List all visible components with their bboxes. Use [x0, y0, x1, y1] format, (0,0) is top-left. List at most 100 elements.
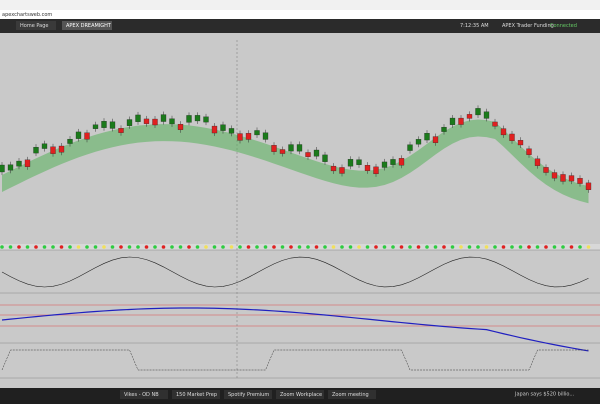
candle: [305, 152, 311, 157]
candle: [237, 133, 243, 141]
signal-dot: [161, 245, 166, 249]
signal-dot: [136, 245, 140, 249]
candle: [177, 124, 184, 130]
taskbar-button[interactable]: [328, 390, 376, 399]
signal-dot: [76, 245, 81, 249]
signal-dot: [578, 245, 582, 249]
signal-dot: [552, 245, 557, 249]
toolbar: [0, 19, 600, 33]
candle: [41, 143, 48, 149]
candle: [347, 159, 354, 167]
candle: [101, 121, 107, 128]
candle: [92, 124, 99, 129]
news: Japan says $520 billio...: [514, 392, 575, 398]
signal-dot: [178, 245, 183, 249]
signal-dot: [238, 245, 242, 249]
candle: [356, 159, 362, 165]
signal-dot: [289, 245, 293, 249]
candle: [568, 175, 575, 182]
signal-dot: [34, 245, 38, 249]
signal-dot: [204, 245, 208, 249]
candle: [67, 138, 73, 144]
candle: [194, 115, 201, 122]
taskbar-button[interactable]: [224, 390, 272, 399]
candle: [398, 158, 405, 166]
candle: [220, 124, 226, 131]
candle: [75, 131, 82, 139]
cloud: [2, 119, 589, 204]
signal-dot: [493, 245, 497, 249]
signal-dot: [255, 245, 259, 249]
signal-dot: [195, 245, 200, 249]
tab[interactable]: [16, 21, 56, 30]
candle: [339, 167, 345, 174]
candle: [254, 130, 260, 136]
signal-dot: [187, 245, 191, 249]
moving-average: [1, 307, 589, 352]
candle: [186, 115, 192, 123]
candle: [288, 144, 294, 152]
candle: [534, 158, 541, 166]
taskbar-button[interactable]: [120, 390, 168, 399]
tab-active[interactable]: [62, 21, 112, 30]
candle: [24, 159, 31, 167]
signal-dot: [391, 245, 395, 249]
signal-dot: [144, 245, 149, 249]
candle: [551, 172, 558, 179]
candle: [543, 167, 549, 173]
candle: [322, 154, 328, 162]
signal-dot: [340, 245, 344, 249]
candle: [0, 164, 5, 173]
signal-dot: [442, 245, 446, 249]
candle: [432, 136, 439, 143]
signal-dot: [263, 245, 268, 249]
candle: [364, 165, 371, 171]
candle: [7, 164, 14, 171]
signal-dot: [399, 245, 404, 249]
signal-dot: [212, 245, 217, 249]
signal-dot: [229, 245, 234, 249]
account: APEX Trader Funding: [502, 23, 554, 29]
signal-dot: [501, 245, 506, 249]
candle: [449, 117, 456, 125]
candle: [424, 133, 430, 141]
signal-dot: [433, 245, 438, 249]
signal-dot: [51, 245, 55, 249]
signal-dot: [110, 245, 115, 249]
address-bar: [0, 10, 600, 19]
signal-dot: [323, 245, 327, 249]
candle: [203, 116, 209, 123]
candle: [313, 149, 320, 157]
signal-dot: [280, 245, 285, 249]
signal-dot: [25, 245, 30, 249]
signal-dot: [535, 245, 540, 249]
signal-dot: [518, 245, 523, 249]
signal-dot: [102, 245, 106, 249]
taskbar-button[interactable]: [172, 390, 220, 399]
signal-dot: [153, 245, 157, 249]
signal-dot: [246, 245, 251, 249]
signal-dot: [127, 245, 132, 249]
signal-dot: [527, 245, 531, 249]
candle: [500, 128, 507, 136]
signal-dot: [425, 245, 429, 249]
candle: [441, 126, 447, 132]
signal-dot: [170, 245, 174, 249]
candle: [211, 125, 218, 134]
candle: [381, 161, 388, 168]
signal-dot: [467, 245, 472, 249]
signal-dot: [331, 245, 336, 249]
signal-dot: [297, 245, 302, 249]
signal-dot: [59, 245, 64, 249]
clock: 7:12:35 AM: [460, 23, 489, 29]
taskbar-button[interactable]: [276, 390, 324, 399]
candle: [373, 166, 379, 175]
status: Connected: [550, 23, 577, 29]
candle: [526, 148, 532, 155]
signal-dot: [42, 245, 47, 249]
candle: [50, 146, 56, 154]
candle: [16, 160, 22, 167]
candle: [577, 178, 583, 184]
candle: [296, 144, 303, 152]
